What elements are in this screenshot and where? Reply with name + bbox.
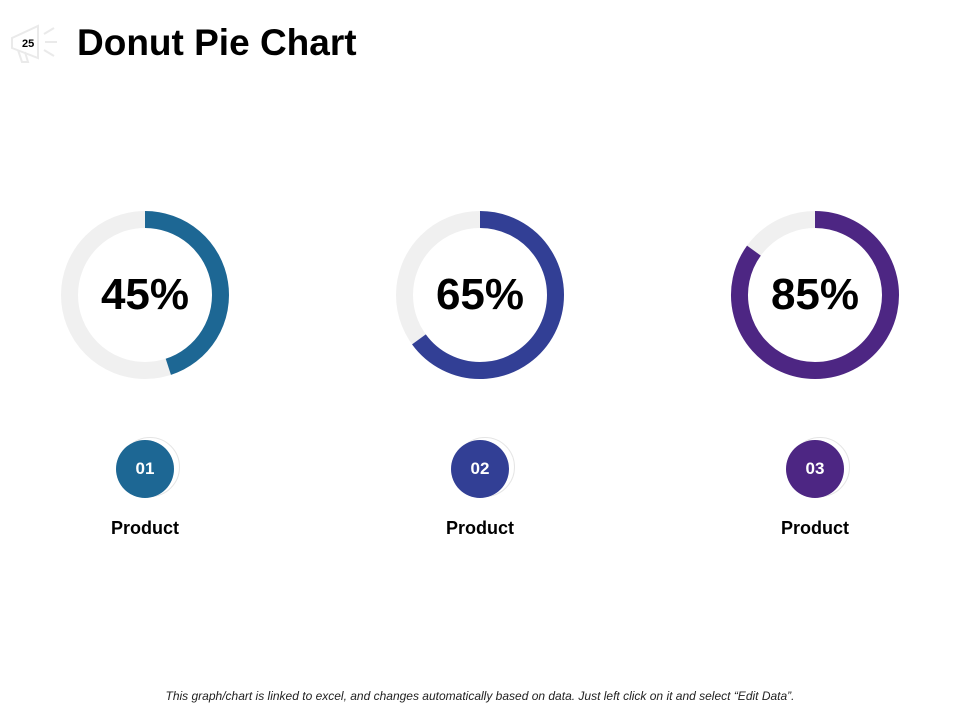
donut-slice-03 xyxy=(731,211,899,379)
badge-number: 03 xyxy=(805,459,825,478)
donut-slice-02 xyxy=(412,211,564,379)
page-title: Donut Pie Chart xyxy=(77,22,357,63)
footer-note: This graph/chart is linked to excel, and… xyxy=(165,689,795,703)
number-badge: 01 xyxy=(116,440,174,498)
product-label: Product xyxy=(110,518,179,538)
slide-number: 25 xyxy=(22,38,35,50)
donut-value-label: 65% xyxy=(435,270,525,319)
megaphone-icon xyxy=(11,24,57,63)
product-label: Product xyxy=(780,518,849,538)
donut-value-label: 85% xyxy=(770,270,860,319)
number-badge: 03 xyxy=(786,440,844,498)
product-label: Product xyxy=(445,518,514,538)
number-badge: 02 xyxy=(451,440,509,498)
donut-value-label: 45% xyxy=(100,270,190,319)
badge-number: 01 xyxy=(135,459,155,478)
badge-number: 02 xyxy=(470,459,490,478)
donut-slice-01 xyxy=(144,211,229,375)
